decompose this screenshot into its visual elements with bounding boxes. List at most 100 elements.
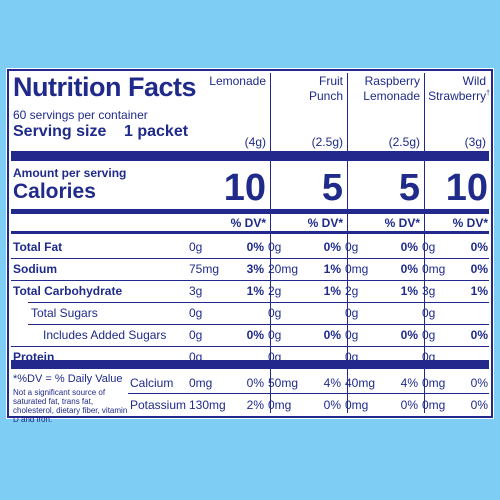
nutrient-label: Sodium [13, 262, 57, 276]
calories-value: 10 [223, 167, 266, 209]
nutrient-amount: 2g [268, 284, 282, 298]
nutrient-amount: 0g [422, 240, 436, 254]
calories-value: 5 [321, 167, 343, 209]
nutrient-label: Total Carbohydrate [13, 284, 123, 298]
nutrient-dv: 1% [470, 284, 488, 298]
dagger-superscript: † [486, 90, 490, 97]
nutrient-amount: 0g [345, 306, 359, 320]
serving-size-label: Serving size [13, 123, 107, 140]
row-rule [11, 346, 489, 347]
nutrient-label: Includes Added Sugars [43, 328, 167, 342]
nutrient-label: Total Fat [13, 240, 63, 254]
nutrient-amount: 0g [189, 240, 203, 254]
row-rule [11, 258, 489, 259]
dv-header: % DV* [384, 216, 420, 230]
dv-header: % DV* [307, 216, 343, 230]
thick-rule [11, 360, 489, 369]
nutrient-amount: 20mg [268, 262, 299, 276]
nutrient-dv: 1% [246, 284, 264, 298]
thin-bold-rule [11, 231, 489, 234]
nutrient-dv: 1% [400, 284, 418, 298]
nutrient-amount: 0g [345, 240, 359, 254]
column-size: (2.5g) [311, 135, 343, 149]
mineral-amount: 40mg [345, 376, 376, 390]
mineral-dv: 0% [246, 376, 264, 390]
footnote-dv: *%DV = % Daily Value [13, 373, 123, 385]
mineral-label: Calcium [130, 376, 174, 390]
nutrient-amount: 0g [189, 328, 203, 342]
calories-label: Calories [13, 180, 96, 203]
nutrition-label: Nutrition Facts 60 servings per containe… [6, 68, 494, 424]
mineral-dv: 0% [400, 398, 418, 412]
footnote-not-significant: Not a significant source of saturated fa… [13, 388, 128, 424]
nutrient-dv: 1% [323, 262, 341, 276]
nutrient-dv: 1% [323, 284, 341, 298]
calories-value: 5 [398, 167, 420, 209]
nutrient-amount: 0g [422, 328, 436, 342]
nutrient-dv: 3% [246, 262, 264, 276]
amount-per-serving: Amount per serving [13, 166, 127, 180]
mineral-dv: 0% [470, 398, 488, 412]
column-divider [270, 73, 271, 413]
row-rule [28, 302, 489, 303]
nutrient-dv: 0% [470, 262, 488, 276]
nutrient-dv: 0% [400, 240, 418, 254]
column-name: Lemonade [363, 89, 420, 103]
mineral-dv: 4% [323, 376, 341, 390]
column-divider [347, 73, 348, 413]
nutrient-dv: 0% [470, 240, 488, 254]
mineral-amount: 0mg [422, 398, 446, 412]
nutrient-dv: 0% [246, 240, 264, 254]
medium-rule [11, 209, 489, 214]
nutrient-amount: 0mg [422, 262, 446, 276]
dv-header: % DV* [452, 216, 488, 230]
row-rule [11, 280, 489, 281]
label-border [7, 69, 493, 418]
nutrient-amount: 0g [189, 306, 203, 320]
serving-size-value: 1 packet [124, 123, 189, 140]
nutrient-amount: 3g [189, 284, 203, 298]
column-name: Fruit [319, 74, 343, 88]
nutrient-label: Total Sugars [31, 306, 98, 320]
nutrient-dv: 0% [246, 328, 264, 342]
nutrient-dv: 0% [400, 262, 418, 276]
column-size: (3g) [464, 135, 486, 149]
column-size: (4g) [244, 135, 266, 149]
nutrient-amount: 0g [268, 240, 282, 254]
nutrient-amount: 75mg [189, 262, 220, 276]
thick-rule [11, 151, 489, 161]
mineral-dv: 2% [246, 398, 264, 412]
row-rule [128, 393, 489, 394]
mineral-dv: 4% [400, 376, 418, 390]
mineral-amount: 0mg [345, 398, 369, 412]
column-divider [424, 73, 425, 413]
mineral-amount: 50mg [268, 376, 299, 390]
mineral-amount: 0mg [268, 398, 292, 412]
nutrient-amount: 0mg [345, 262, 369, 276]
nutrient-dv: 0% [323, 328, 341, 342]
dv-header: % DV* [230, 216, 266, 230]
nutrient-amount: 3g [422, 284, 436, 298]
mineral-dv: 0% [470, 376, 488, 390]
column-name: Lemonade [209, 74, 266, 88]
nutrient-amount: 0g [345, 328, 359, 342]
column-name: Wild [462, 74, 486, 88]
nutrient-dv: 0% [400, 328, 418, 342]
column-size: (2.5g) [388, 135, 420, 149]
nutrient-dv: 0% [470, 328, 488, 342]
column-name: Punch [308, 89, 343, 103]
nutrient-amount: 0g [422, 306, 436, 320]
mineral-amount: 0mg [189, 376, 213, 390]
calories-value: 10 [445, 167, 488, 209]
mineral-label: Potassium [130, 398, 187, 412]
mineral-amount: 130mg [189, 398, 226, 412]
label-title: Nutrition Facts [13, 72, 197, 102]
nutrient-amount: 0g [268, 328, 282, 342]
nutrient-dv: 0% [323, 240, 341, 254]
servings-per-container: 60 servings per container [13, 108, 148, 122]
column-name: Raspberry [364, 74, 420, 88]
mineral-dv: 0% [323, 398, 341, 412]
mineral-amount: 0mg [422, 376, 446, 390]
nutrient-amount: 2g [345, 284, 359, 298]
